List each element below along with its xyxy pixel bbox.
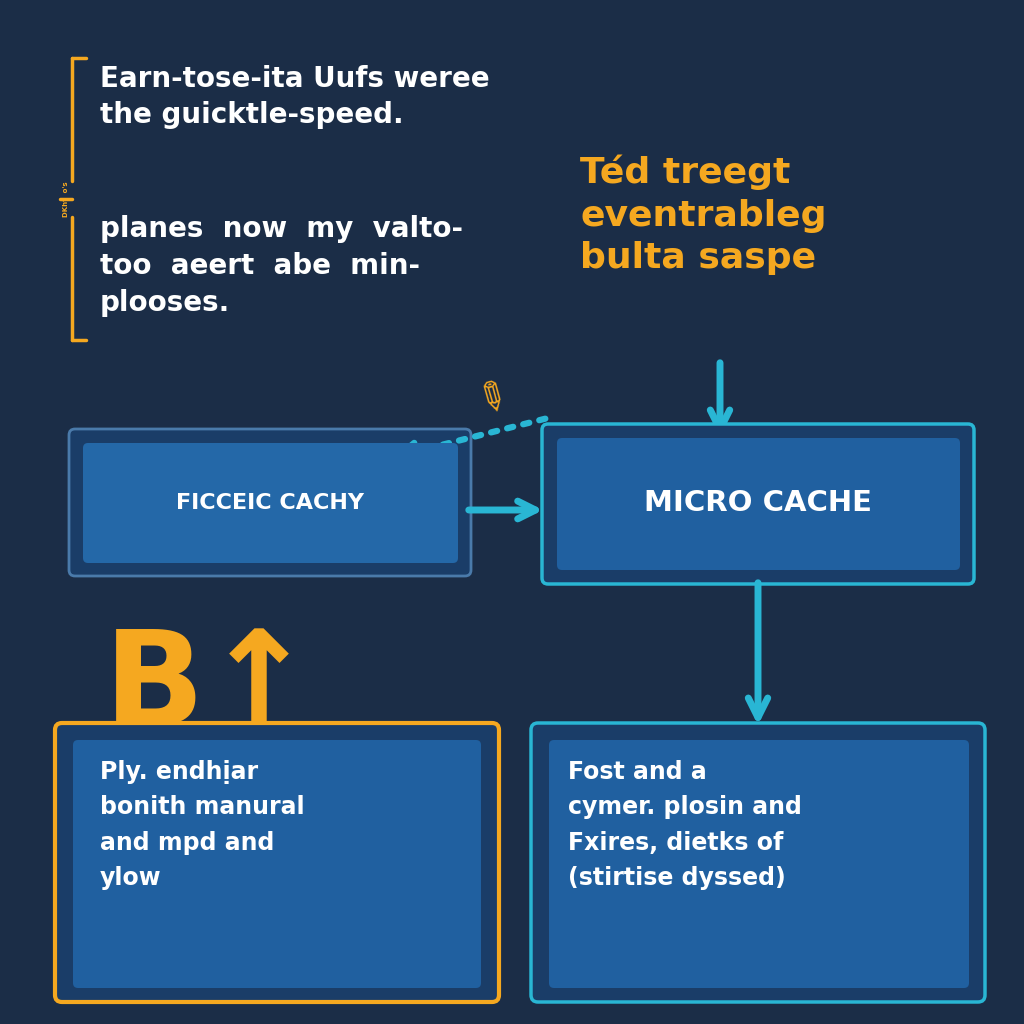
Text: Fost and a
cymer. plosin and
Fxires, dietks of
(stirtise dyssed): Fost and a cymer. plosin and Fxires, die…: [568, 760, 802, 890]
FancyBboxPatch shape: [549, 740, 969, 988]
Text: Earn-tose-ita Uufs weree
the guicktle-speed.: Earn-tose-ita Uufs weree the guicktle-sp…: [100, 65, 489, 129]
Text: Téd treegt
eventrableg
bulta saspe: Téd treegt eventrableg bulta saspe: [580, 155, 826, 274]
Text: B↑: B↑: [104, 625, 315, 752]
Text: DKht  o's: DKht o's: [63, 181, 69, 217]
Text: FICCEIC CACHY: FICCEIC CACHY: [176, 493, 364, 513]
FancyBboxPatch shape: [83, 443, 458, 563]
FancyBboxPatch shape: [73, 740, 481, 988]
Text: planes  now  my  valto-
too  aeert  abe  min-
plooses.: planes now my valto- too aeert abe min- …: [100, 215, 463, 316]
FancyBboxPatch shape: [531, 723, 985, 1002]
Text: MICRO CACHE: MICRO CACHE: [644, 489, 872, 517]
Text: ✎: ✎: [466, 376, 514, 425]
FancyBboxPatch shape: [557, 438, 961, 570]
FancyBboxPatch shape: [55, 723, 499, 1002]
FancyBboxPatch shape: [542, 424, 974, 584]
Text: Ply. endhịar
bonith manural
and mpd and
ylow: Ply. endhịar bonith manural and mpd and …: [100, 760, 304, 890]
FancyBboxPatch shape: [69, 429, 471, 575]
